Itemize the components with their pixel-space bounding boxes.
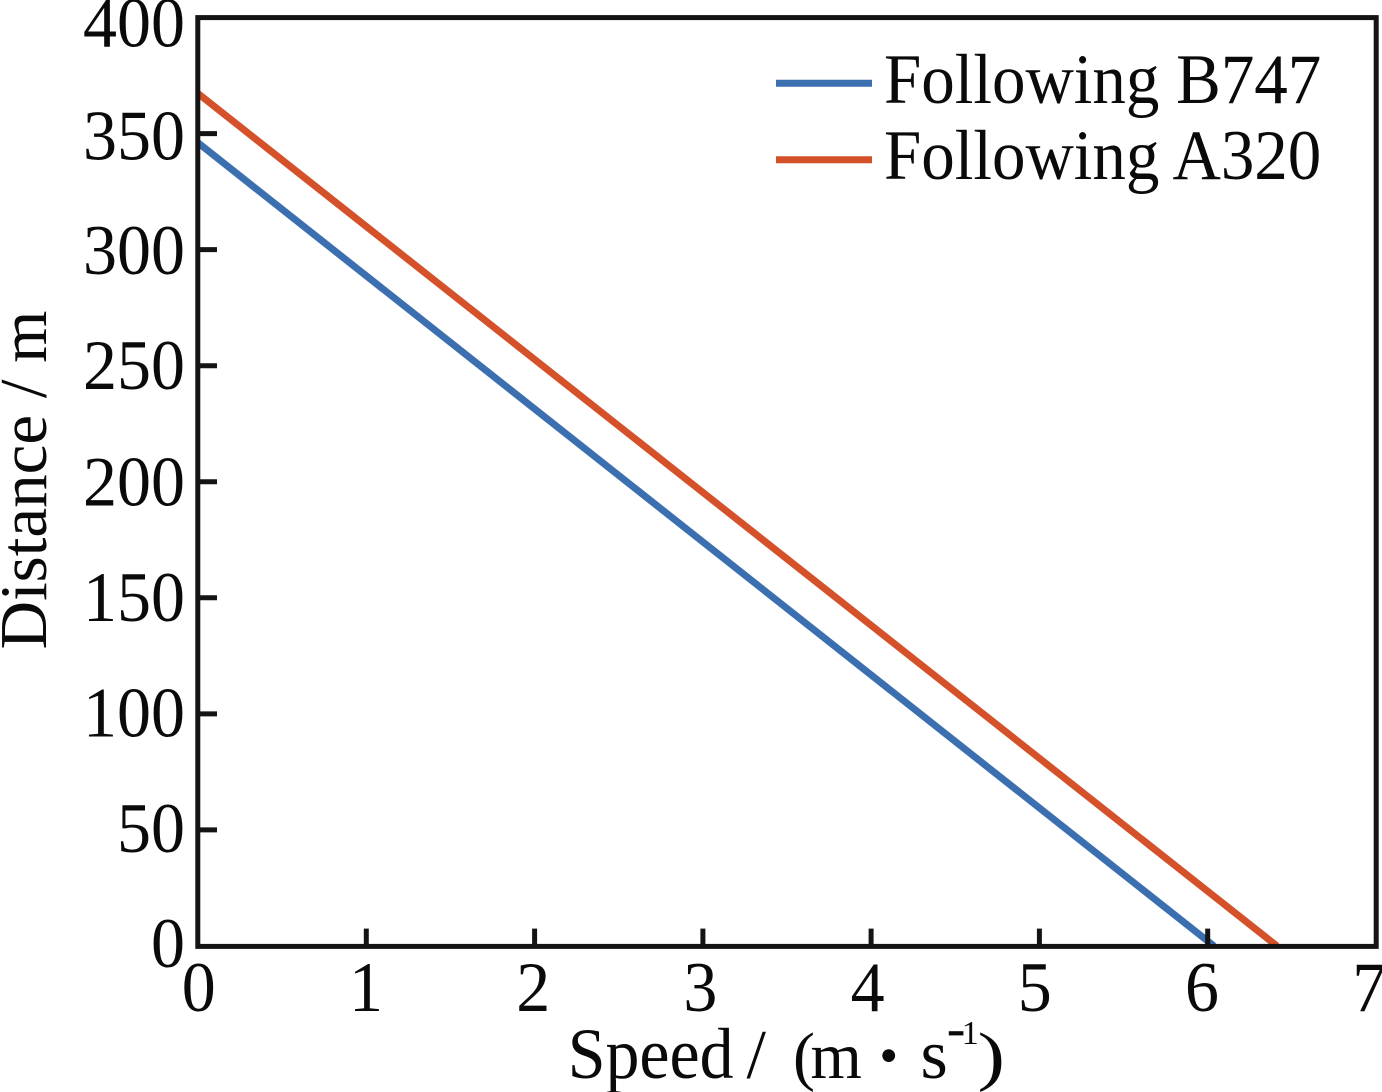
svg-text:7: 7 bbox=[1352, 949, 1382, 1028]
svg-text:6: 6 bbox=[1185, 949, 1219, 1028]
svg-text:1: 1 bbox=[349, 949, 383, 1028]
svg-text:150: 150 bbox=[83, 559, 185, 638]
svg-text:Following B747: Following B747 bbox=[884, 39, 1321, 118]
svg-text:): ) bbox=[978, 1020, 1005, 1092]
svg-text:m: m bbox=[811, 1020, 862, 1092]
svg-text:200: 200 bbox=[83, 443, 185, 522]
svg-text:250: 250 bbox=[83, 327, 185, 406]
svg-text:50: 50 bbox=[117, 790, 185, 869]
svg-text:s: s bbox=[921, 1017, 948, 1092]
svg-text:4: 4 bbox=[851, 949, 885, 1028]
svg-text:3: 3 bbox=[683, 949, 717, 1028]
svg-text:/: / bbox=[747, 1017, 767, 1092]
svg-text:2: 2 bbox=[516, 949, 550, 1028]
svg-text:Following A320: Following A320 bbox=[884, 115, 1321, 194]
svg-text:350: 350 bbox=[83, 97, 185, 176]
svg-text:400: 400 bbox=[83, 0, 185, 63]
svg-text:0: 0 bbox=[182, 949, 216, 1028]
svg-text:(: ( bbox=[793, 1020, 815, 1092]
svg-text:100: 100 bbox=[83, 674, 185, 753]
svg-text:300: 300 bbox=[83, 212, 185, 291]
svg-text:0: 0 bbox=[151, 905, 185, 984]
svg-text:Distance / m: Distance / m bbox=[0, 311, 61, 650]
svg-text:1: 1 bbox=[962, 1015, 979, 1052]
svg-text:5: 5 bbox=[1018, 949, 1052, 1028]
svg-text:Speed: Speed bbox=[568, 1014, 734, 1092]
